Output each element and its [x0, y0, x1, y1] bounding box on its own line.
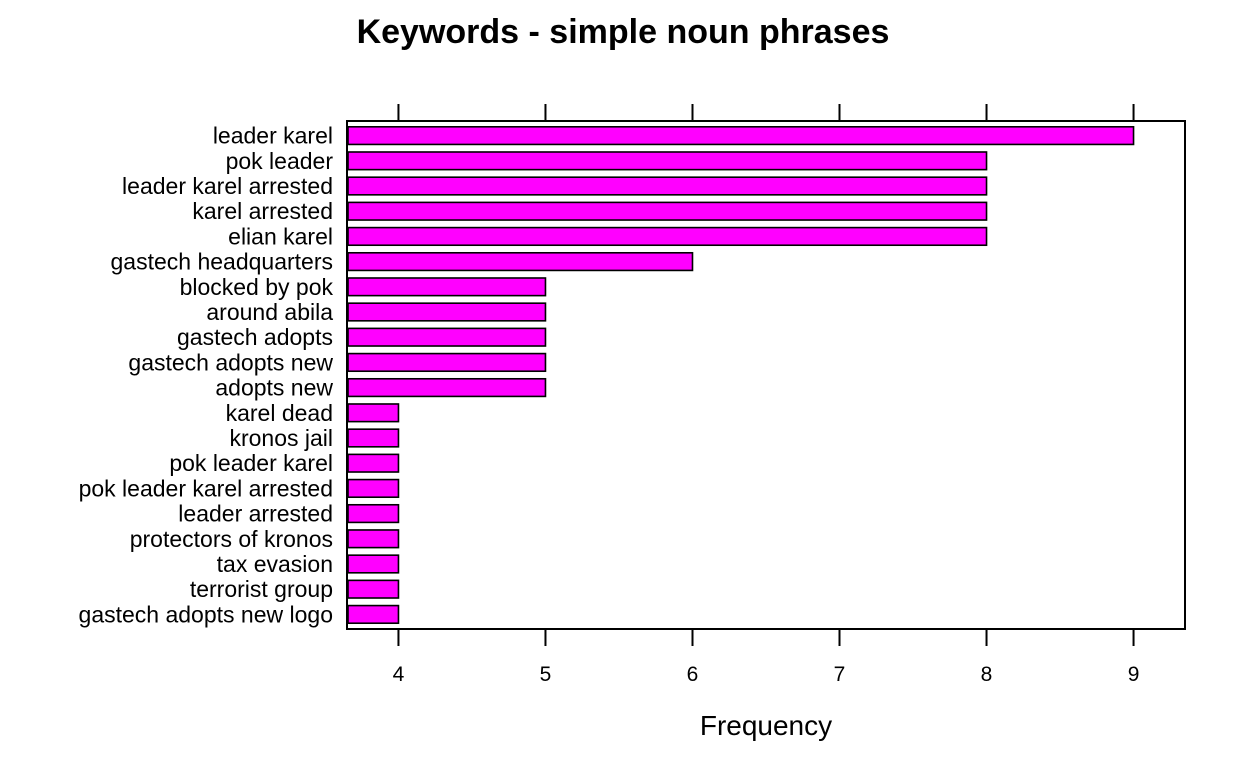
bar [347, 302, 547, 322]
x-tick-label: 9 [1128, 663, 1140, 686]
category-label: gastech adopts new [128, 349, 333, 375]
bars-layer [347, 126, 1135, 625]
category-label: protectors of kronos [130, 526, 333, 552]
bar [347, 151, 988, 171]
category-label: tax evasion [217, 551, 333, 577]
x-axis-label: Frequency [700, 710, 832, 741]
category-label: gastech headquarters [111, 249, 334, 275]
bar [347, 176, 988, 196]
category-label: karel arrested [192, 198, 333, 224]
bar [347, 403, 400, 423]
category-label: leader arrested [178, 501, 333, 527]
category-label: elian karel [228, 223, 333, 249]
category-label: adopts new [215, 375, 333, 401]
category-label: pok leader [226, 148, 334, 174]
category-label: kronos jail [229, 425, 333, 451]
x-tick-label: 5 [540, 663, 552, 686]
x-axis-ticks: 4 5 6 7 8 9 [393, 104, 1140, 686]
bar [347, 503, 400, 524]
bar [347, 604, 400, 625]
bar [347, 327, 547, 347]
x-tick-label: 6 [687, 663, 699, 686]
bar [347, 554, 400, 574]
x-tick-label: 7 [834, 663, 846, 686]
category-label: terrorist group [190, 576, 333, 602]
bar [347, 277, 547, 297]
category-label: pok leader karel [169, 450, 333, 476]
bar [347, 201, 988, 221]
category-label: gastech adopts [177, 324, 333, 350]
bar [347, 478, 400, 499]
bar [347, 428, 400, 448]
category-label: leader karel arrested [122, 173, 333, 199]
bar [347, 529, 400, 549]
category-label: around abila [206, 299, 333, 325]
bar [347, 453, 400, 473]
category-label: gastech adopts new logo [79, 601, 333, 627]
bar [347, 226, 988, 247]
bar [347, 126, 1135, 146]
category-label: blocked by pok [180, 274, 334, 300]
bar [347, 579, 400, 599]
bar [347, 251, 694, 272]
x-tick-label: 4 [393, 663, 405, 686]
category-label: karel dead [226, 400, 333, 426]
category-label: pok leader karel arrested [79, 475, 333, 501]
category-label: leader karel [213, 123, 333, 149]
plot-frame [346, 120, 1186, 630]
bar [347, 352, 547, 373]
x-tick-label: 8 [981, 663, 993, 686]
bar [347, 377, 547, 398]
chart-title: Keywords - simple noun phrases [357, 13, 890, 51]
